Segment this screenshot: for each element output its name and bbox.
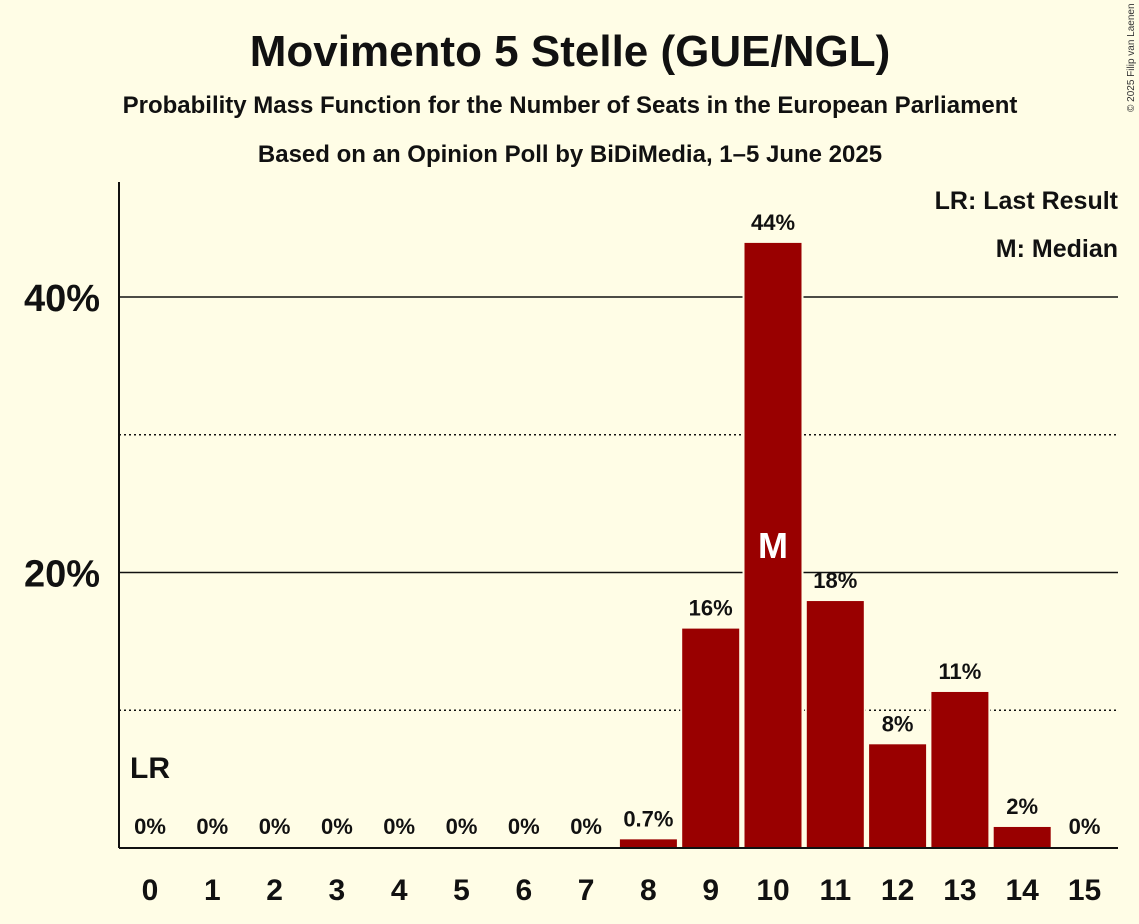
x-tick-label-11: 11 bbox=[819, 874, 851, 907]
data-label-10: 44% bbox=[751, 210, 795, 235]
data-label-14: 2% bbox=[1006, 794, 1038, 819]
x-tick-label-15: 15 bbox=[1068, 874, 1101, 907]
bar-13 bbox=[929, 689, 991, 850]
copyright-note: © 2025 Filip van Laenen bbox=[1126, 3, 1137, 112]
median-marker: M bbox=[758, 525, 788, 566]
x-tick-label-2: 2 bbox=[266, 874, 283, 907]
data-labels: 0% 0 0% 1 0% 2 0% 3 0% 4 0% 5 0% 6 0% 7 0.7% 8 16% 9 44% 10 18… bbox=[130, 210, 1101, 907]
x-tick-label-4: 4 bbox=[391, 874, 408, 907]
x-tick-label-3: 3 bbox=[329, 874, 346, 907]
data-label-0: 0% bbox=[134, 814, 166, 839]
data-label-2: 0% bbox=[259, 814, 291, 839]
data-label-5: 0% bbox=[446, 814, 478, 839]
data-label-3: 0% bbox=[321, 814, 353, 839]
x-tick-label-1: 1 bbox=[204, 874, 221, 907]
data-label-11: 18% bbox=[813, 568, 857, 593]
x-tick-label-9: 9 bbox=[702, 874, 719, 907]
y-tick-label-20: 20% bbox=[24, 554, 100, 596]
x-tick-label-10: 10 bbox=[756, 874, 789, 907]
x-tick-label-13: 13 bbox=[943, 874, 976, 907]
data-label-12: 8% bbox=[882, 711, 914, 736]
bar-12 bbox=[867, 742, 929, 849]
x-tick-label-7: 7 bbox=[578, 874, 595, 907]
data-label-1: 0% bbox=[196, 814, 228, 839]
x-tick-label-8: 8 bbox=[640, 874, 657, 907]
x-tick-label-6: 6 bbox=[515, 874, 532, 907]
data-label-8: 0.7% bbox=[623, 806, 673, 831]
data-label-6: 0% bbox=[508, 814, 540, 839]
axes bbox=[118, 182, 1118, 849]
chart-title: Movimento 5 Stelle (GUE/NGL) bbox=[250, 27, 891, 76]
x-tick-label-5: 5 bbox=[453, 874, 470, 907]
bar-9 bbox=[680, 626, 742, 849]
bar-10 bbox=[742, 240, 804, 849]
bar-14 bbox=[991, 824, 1053, 850]
data-label-9: 16% bbox=[689, 596, 733, 621]
x-tick-label-0: 0 bbox=[142, 874, 159, 907]
data-label-15: 0% bbox=[1069, 814, 1101, 839]
data-label-4: 0% bbox=[383, 814, 415, 839]
last-result-marker: LR bbox=[130, 752, 170, 785]
bar-8 bbox=[617, 837, 679, 849]
chart-source: Based on an Opinion Poll by BiDiMedia, 1… bbox=[258, 141, 882, 168]
gridlines: 20% 40% bbox=[24, 278, 1118, 711]
data-label-13: 11% bbox=[938, 659, 981, 684]
y-tick-label-40: 40% bbox=[24, 278, 100, 320]
x-tick-label-14: 14 bbox=[1006, 874, 1040, 907]
legend-median: M: Median bbox=[996, 235, 1118, 263]
x-tick-label-12: 12 bbox=[881, 874, 914, 907]
data-label-7: 0% bbox=[570, 814, 602, 839]
bars bbox=[617, 240, 1053, 850]
bar-11 bbox=[804, 599, 866, 849]
legend-last-result: LR: Last Result bbox=[935, 187, 1119, 215]
chart-subtitle: Probability Mass Function for the Number… bbox=[123, 92, 1018, 119]
